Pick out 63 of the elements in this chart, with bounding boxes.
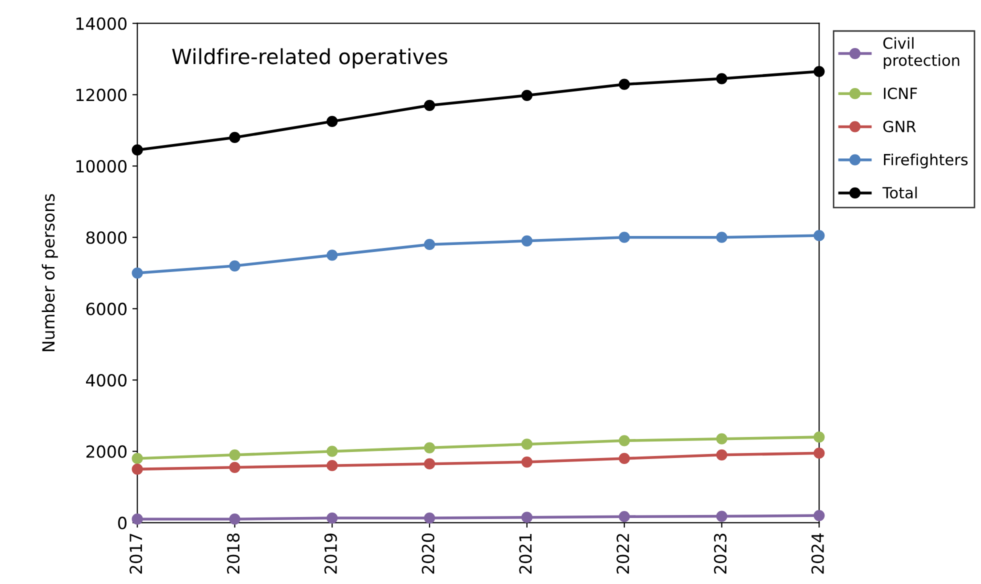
y-tick-label: 0 <box>118 516 127 530</box>
point <box>424 458 436 470</box>
point <box>132 267 143 279</box>
point <box>424 100 436 111</box>
y-axis-title: Number of persons <box>42 194 58 352</box>
point <box>132 514 143 525</box>
x-tick-label: 2020 <box>422 534 434 574</box>
x-tick-label: 2019 <box>324 534 337 574</box>
point <box>716 510 728 522</box>
point <box>814 230 825 242</box>
point <box>521 512 532 523</box>
point <box>132 144 143 156</box>
point <box>326 116 338 127</box>
point <box>716 232 728 243</box>
point <box>716 433 728 444</box>
legend-label: Civil protection <box>883 37 960 70</box>
point <box>716 73 728 84</box>
point <box>132 464 143 475</box>
point <box>618 511 630 522</box>
y-tick-label: 4000 <box>86 374 127 387</box>
x-tick-label: 2018 <box>226 534 240 574</box>
y-tick-label: 8000 <box>86 231 127 244</box>
point <box>716 449 728 460</box>
legend-label: Firefighters <box>884 154 968 168</box>
point <box>132 452 143 464</box>
point <box>521 235 532 246</box>
y-tick-label: 12000 <box>76 88 127 102</box>
x-tick-label: 2021 <box>519 534 532 574</box>
x-tick-label: 2022 <box>616 534 630 574</box>
x-tick-label: 2017 <box>130 534 142 574</box>
point <box>229 132 240 144</box>
point <box>814 510 825 522</box>
point <box>326 512 338 524</box>
x-tick-label: 2024 <box>811 533 824 574</box>
point <box>521 456 532 468</box>
y-tick-label: 10000 <box>76 160 127 173</box>
point <box>814 66 825 78</box>
point <box>618 78 630 90</box>
point <box>814 432 825 443</box>
point <box>229 260 240 272</box>
point <box>618 435 630 446</box>
point <box>424 238 436 250</box>
point <box>229 449 240 460</box>
x-tick-label: 2023 <box>714 534 727 574</box>
point <box>229 462 240 473</box>
point <box>326 446 338 457</box>
y-tick-label: 2000 <box>86 445 127 458</box>
point <box>521 438 532 450</box>
point <box>229 514 240 525</box>
point <box>326 250 338 261</box>
point <box>521 90 532 101</box>
point <box>424 442 436 454</box>
text: Wildfire-related operatives <box>172 48 448 68</box>
y-tick-label: 14000 <box>76 17 127 30</box>
legend-label: GNR <box>883 120 916 132</box>
point <box>814 448 825 459</box>
legend-label: ICNF <box>884 88 917 100</box>
point <box>618 452 630 464</box>
point <box>424 512 436 524</box>
point <box>618 232 630 243</box>
point <box>326 460 338 472</box>
legend-label: Total <box>882 186 917 199</box>
y-tick-label: 6000 <box>86 302 127 316</box>
